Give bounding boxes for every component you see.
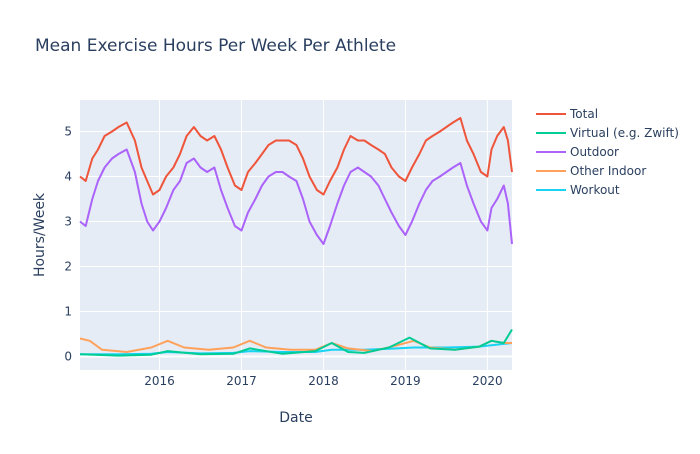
y-tick-label: 1 xyxy=(64,305,72,319)
y-axis-label: Hours/Week xyxy=(32,192,48,277)
y-tick-label: 4 xyxy=(64,170,72,184)
legend-label: Total xyxy=(569,107,598,121)
series-line-outdoor xyxy=(79,148,513,245)
series-line-virtual-e-g-zwift xyxy=(79,328,513,357)
x-tick-labels: 2016 2017 2018 2019 2020 xyxy=(144,374,502,388)
series-lines xyxy=(79,117,513,357)
y-tick-label: 2 xyxy=(64,260,72,274)
legend-label: Workout xyxy=(570,183,620,197)
chart-title: Mean Exercise Hours Per Week Per Athlete xyxy=(35,36,396,56)
series-line-total xyxy=(79,117,513,196)
y-tick-label: 0 xyxy=(64,350,72,364)
x-tick-label: 2016 xyxy=(144,374,175,388)
legend-item[interactable]: Total xyxy=(536,107,598,121)
legend-item[interactable]: Outdoor xyxy=(536,145,619,159)
x-tick-label: 2019 xyxy=(390,374,421,388)
legend-item[interactable]: Virtual (e.g. Zwift) xyxy=(536,126,679,140)
plot-area-background xyxy=(80,100,512,370)
legend-label: Virtual (e.g. Zwift) xyxy=(570,126,679,140)
y-tick-labels: 0 1 2 3 4 5 xyxy=(64,125,72,364)
legend[interactable]: Total Virtual (e.g. Zwift) Outdoor Other In… xyxy=(536,107,679,197)
x-tick-label: 2017 xyxy=(226,374,257,388)
y-tick-label: 5 xyxy=(64,125,72,139)
legend-item[interactable]: Workout xyxy=(536,183,620,197)
legend-item[interactable]: Other Indoor xyxy=(536,164,646,178)
legend-label: Outdoor xyxy=(570,145,619,159)
x-tick-label: 2018 xyxy=(308,374,339,388)
legend-label: Other Indoor xyxy=(570,164,646,178)
x-axis-label: Date xyxy=(279,410,312,426)
x-tick-label: 2020 xyxy=(472,374,503,388)
y-tick-label: 3 xyxy=(64,215,72,229)
